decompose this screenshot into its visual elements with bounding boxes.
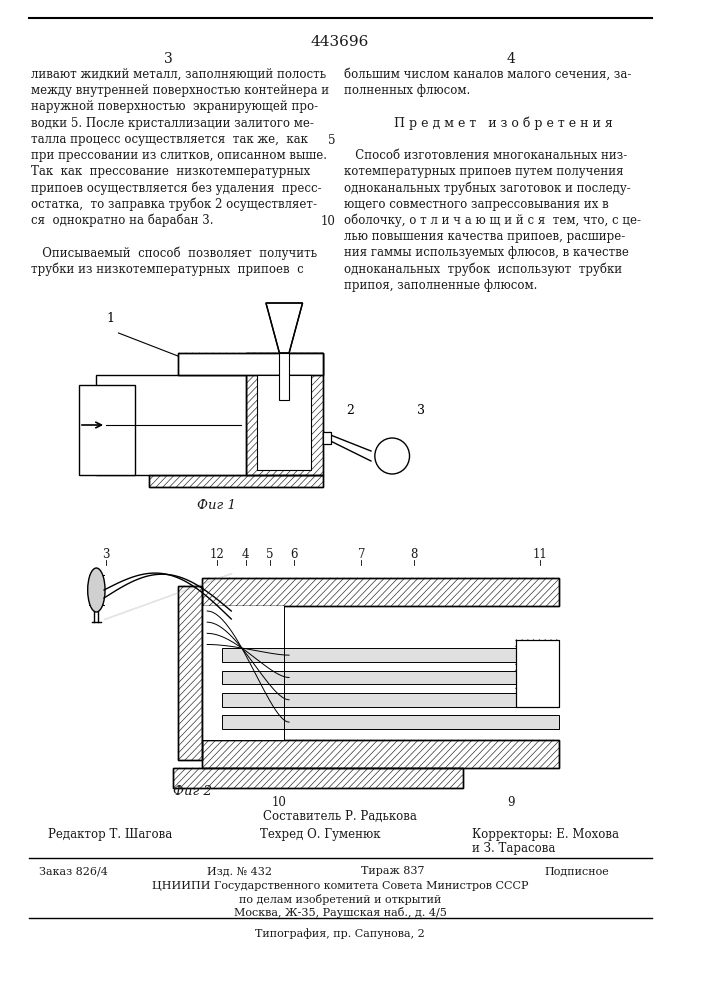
Text: оболочку, о т л и ч а ю щ и й с я  тем, что, с це-: оболочку, о т л и ч а ю щ и й с я тем, ч…: [344, 214, 641, 227]
Text: Описываемый  способ  позволяет  получить: Описываемый способ позволяет получить: [31, 246, 317, 260]
Bar: [173, 768, 462, 788]
Text: Москва, Ж-35, Раушская наб., д. 4/5: Москва, Ж-35, Раушская наб., д. 4/5: [234, 907, 447, 918]
Bar: [202, 740, 559, 768]
Bar: [515, 640, 559, 706]
Text: 10: 10: [272, 796, 287, 810]
Text: остатка,  то заправка трубок 2 осуществляет-: остатка, то заправка трубок 2 осуществля…: [31, 198, 317, 211]
Bar: [202, 740, 559, 768]
Bar: [178, 353, 323, 375]
Bar: [221, 648, 559, 662]
Bar: [515, 640, 559, 706]
Bar: [173, 768, 462, 788]
Bar: [221, 671, 559, 684]
Text: и З. Тарасова: и З. Тарасова: [472, 842, 556, 855]
Text: талла процесс осуществляется  так же,  как: талла процесс осуществляется так же, как: [31, 133, 308, 146]
Bar: [323, 432, 330, 444]
Bar: [246, 353, 323, 475]
Text: 11: 11: [532, 548, 547, 562]
Text: трубки из низкотемпературных  припоев  с: трубки из низкотемпературных припоев с: [31, 262, 303, 276]
Bar: [96, 375, 246, 475]
Text: полненных флюсом.: полненных флюсом.: [344, 84, 470, 97]
Text: Тираж 837: Тираж 837: [361, 866, 425, 876]
Text: Изд. № 432: Изд. № 432: [207, 866, 272, 876]
Bar: [221, 715, 559, 729]
Text: 8: 8: [411, 548, 418, 562]
Text: 6: 6: [290, 548, 298, 562]
Text: наружной поверхностью  экранирующей про-: наружной поверхностью экранирующей про-: [31, 100, 318, 113]
Text: одноканальных  трубок  используют  трубки: одноканальных трубок используют трубки: [344, 262, 622, 276]
Text: 4: 4: [506, 52, 515, 66]
Text: 4: 4: [242, 548, 250, 562]
Bar: [202, 606, 284, 740]
Text: ливают жидкий металл, заполняющий полость: ливают жидкий металл, заполняющий полост…: [31, 68, 326, 81]
Text: 5: 5: [266, 548, 274, 562]
Bar: [323, 432, 330, 444]
Text: водки 5. После кристаллизации залитого ме-: водки 5. После кристаллизации залитого м…: [31, 117, 314, 130]
Text: ния гаммы используемых флюсов, в качестве: ния гаммы используемых флюсов, в качеств…: [344, 246, 629, 259]
Text: ся  однократно на барабан 3.: ся однократно на барабан 3.: [31, 214, 214, 227]
Text: Редактор Т. Шагова: Редактор Т. Шагова: [48, 828, 173, 841]
Text: 7: 7: [358, 548, 365, 562]
Bar: [279, 353, 289, 400]
Text: Техред О. Гуменюк: Техред О. Гуменюк: [260, 828, 380, 841]
Text: котемпературных припоев путем получения: котемпературных припоев путем получения: [344, 165, 624, 178]
Text: Типография, пр. Сапунова, 2: Типография, пр. Сапунова, 2: [255, 928, 425, 939]
Text: 1: 1: [107, 312, 115, 325]
Text: П р е д м е т   и з о б р е т е н и я: П р е д м е т и з о б р е т е н и я: [394, 117, 612, 130]
Text: 9: 9: [507, 796, 515, 810]
Text: ЦНИИПИ Государственного комитета Совета Министров СССР: ЦНИИПИ Государственного комитета Совета …: [152, 881, 528, 891]
Text: 3: 3: [103, 548, 110, 562]
Bar: [178, 586, 202, 760]
Bar: [257, 375, 311, 470]
Bar: [178, 586, 202, 760]
Bar: [202, 578, 559, 606]
Text: Корректоры: Е. Мохова: Корректоры: Е. Мохова: [472, 828, 619, 841]
Text: 3: 3: [164, 52, 173, 66]
Bar: [202, 578, 559, 606]
Polygon shape: [266, 303, 303, 353]
Text: 443696: 443696: [311, 35, 369, 49]
Text: Заказ 826/4: Заказ 826/4: [39, 866, 107, 876]
Bar: [149, 475, 323, 487]
Text: ющего совместного запрессовывания их в: ющего совместного запрессовывания их в: [344, 198, 609, 211]
Text: 5: 5: [328, 134, 335, 147]
Text: лью повышения качества припоев, расшире-: лью повышения качества припоев, расшире-: [344, 230, 625, 243]
Text: припоя, заполненные флюсом.: припоя, заполненные флюсом.: [344, 279, 537, 292]
Text: Фиг 2: Фиг 2: [173, 785, 212, 798]
Text: 12: 12: [209, 548, 224, 562]
Bar: [221, 693, 559, 706]
Text: при прессовании из слитков, описанном выше.: при прессовании из слитков, описанном вы…: [31, 149, 327, 162]
Text: по делам изобретений и открытий: по делам изобретений и открытий: [239, 894, 441, 905]
Text: Способ изготовления многоканальных низ-: Способ изготовления многоканальных низ-: [344, 149, 627, 162]
Text: 2: 2: [346, 404, 354, 417]
Ellipse shape: [88, 568, 105, 612]
Bar: [79, 385, 135, 475]
Circle shape: [375, 438, 409, 474]
Bar: [149, 475, 323, 487]
Text: большим числом каналов малого сечения, за-: большим числом каналов малого сечения, з…: [344, 68, 631, 81]
Text: Подписное: Подписное: [544, 866, 609, 876]
Bar: [246, 353, 323, 475]
Text: припоев осуществляется без удаления  пресс-: припоев осуществляется без удаления прес…: [31, 181, 322, 195]
Text: Так  как  прессование  низкотемпературных: Так как прессование низкотемпературных: [31, 165, 310, 178]
Text: 3: 3: [417, 404, 425, 417]
Text: Фиг 1: Фиг 1: [197, 499, 236, 512]
Text: 10: 10: [320, 215, 335, 228]
Text: одноканальных трубных заготовок и последу-: одноканальных трубных заготовок и послед…: [344, 181, 631, 195]
Bar: [178, 353, 323, 375]
Text: Составитель Р. Радькова: Составитель Р. Радькова: [263, 810, 417, 823]
Text: между внутренней поверхностью контейнера и: между внутренней поверхностью контейнера…: [31, 84, 329, 97]
